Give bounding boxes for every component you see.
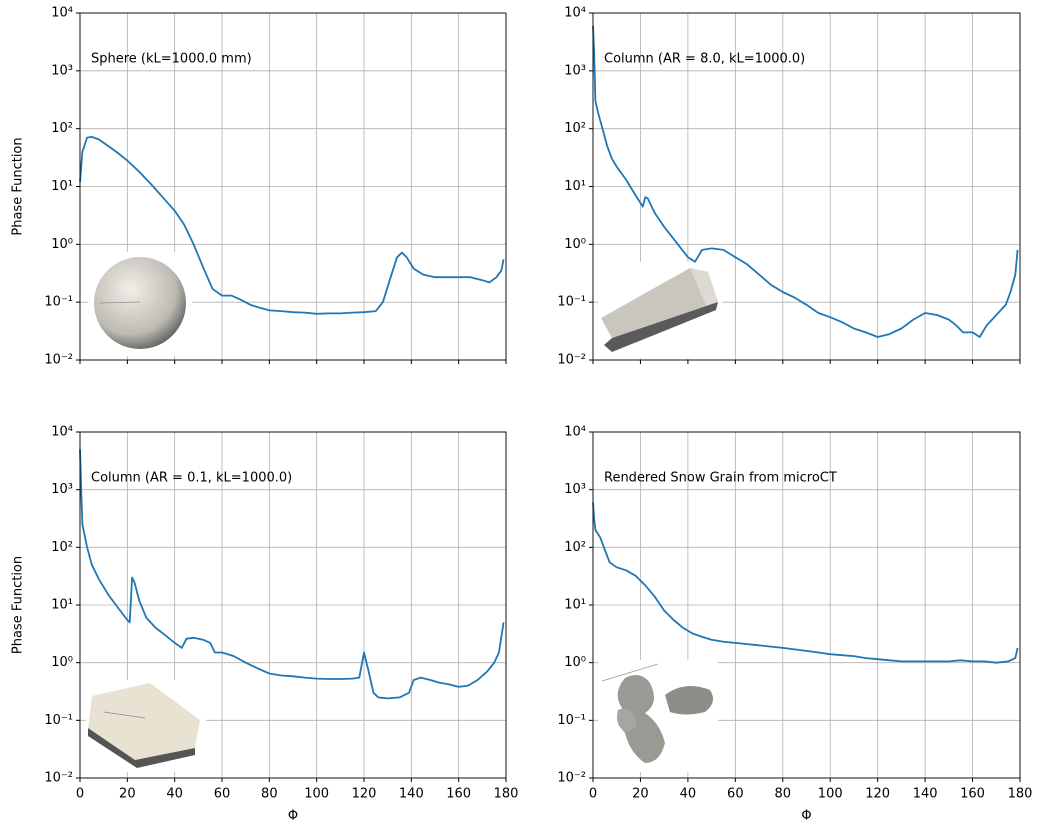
y-tick-label: 10⁰: [51, 237, 73, 252]
y-tick-label: 10⁴: [51, 425, 73, 440]
x-tick-label: 60: [214, 787, 231, 802]
x-tick-label: 40: [166, 787, 183, 802]
y-tick-label: 10¹: [51, 179, 73, 194]
x-tick-label: 0: [76, 787, 84, 802]
x-axis-label: Φ: [288, 809, 298, 824]
x-tick-label: 20: [119, 787, 136, 802]
x-tick-label: 80: [261, 787, 278, 802]
x-axis-label: Φ: [801, 809, 811, 824]
y-tick-label: 10¹: [51, 598, 73, 613]
x-tick-label: 180: [494, 787, 519, 802]
y-tick-label: 10³: [51, 63, 73, 78]
y-tick-label: 10²: [51, 121, 73, 136]
y-tick-label: 10⁻¹: [44, 295, 73, 310]
y-tick-label: 10⁴: [51, 6, 73, 21]
x-tick-label: 140: [399, 787, 424, 802]
y-tick-label: 10⁻¹: [557, 295, 586, 310]
y-tick-label: 10⁰: [51, 655, 73, 670]
y-tick-label: 10³: [564, 63, 586, 78]
annotation: Column (AR = 0.1, kL=1000.0): [91, 471, 292, 486]
y-tick-label: 10⁻¹: [557, 713, 586, 728]
x-tick-label: 180: [1008, 787, 1033, 802]
snow-grain-inset: [598, 660, 718, 772]
annotation: Rendered Snow Grain from microCT: [604, 471, 837, 486]
x-tick-label: 160: [960, 787, 985, 802]
y-tick-label: 10²: [51, 540, 73, 555]
y-axis-label: Phase Function: [11, 556, 26, 654]
x-tick-label: 120: [352, 787, 377, 802]
insets: [86, 252, 722, 772]
x-tick-label: 0: [589, 787, 597, 802]
x-tick-label: 120: [865, 787, 890, 802]
y-tick-label: 10⁻²: [44, 771, 73, 786]
y-tick-label: 10⁴: [564, 425, 586, 440]
figure: 10⁻² 10⁻¹ 10⁰ 10¹ 10² 10³ 10⁴ 10⁻² 10⁻¹ 10⁰ 10¹ 10²…: [0, 0, 1038, 826]
y-tick-label: 10⁴: [564, 6, 586, 21]
x-tick-label: 160: [446, 787, 471, 802]
x-tick-label: 100: [304, 787, 329, 802]
y-tick-label: 10³: [564, 482, 586, 497]
x-tick-label: 20: [632, 787, 649, 802]
x-tick-label: 40: [680, 787, 697, 802]
x-tick-label: 60: [727, 787, 744, 802]
y-tick-label: 10⁰: [564, 655, 586, 670]
y-tick-label: 10⁻²: [557, 771, 586, 786]
phase-line: [593, 503, 1018, 663]
y-tick-label: 10⁰: [564, 237, 586, 252]
x-tick-label: 80: [775, 787, 792, 802]
x-tick-label: 100: [818, 787, 843, 802]
y-tick-label: 10³: [51, 482, 73, 497]
y-tick-label: 10²: [564, 121, 586, 136]
y-tick-label: 10¹: [564, 179, 586, 194]
y-tick-label: 10²: [564, 540, 586, 555]
y-tick-label: 10⁻¹: [44, 713, 73, 728]
phase-line: [80, 449, 504, 698]
y-axis-label: Phase Function: [11, 137, 26, 235]
annotation: Sphere (kL=1000.0 mm): [91, 52, 252, 67]
sphere-inset: [88, 252, 192, 356]
annotation: Column (AR = 8.0, kL=1000.0): [604, 52, 805, 67]
plate-inset: [86, 680, 206, 772]
x-tick-label: 140: [913, 787, 938, 802]
column-inset: [598, 262, 722, 358]
y-tick-label: 10⁻²: [557, 353, 586, 368]
y-tick-label: 10⁻²: [44, 353, 73, 368]
y-tick-label: 10¹: [564, 598, 586, 613]
